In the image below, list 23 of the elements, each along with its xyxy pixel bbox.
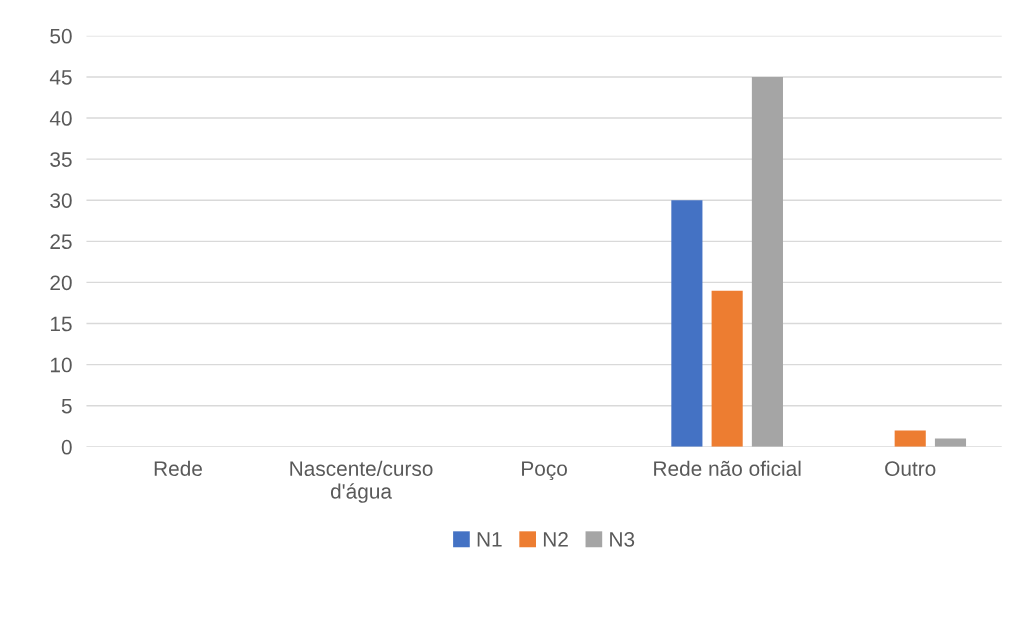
y-tick-label: 25 xyxy=(50,234,72,250)
x-tick-label: Rede não oficial xyxy=(654,460,801,477)
y-tick-label: 35 xyxy=(50,152,72,167)
y-tick-label: 20 xyxy=(50,275,72,291)
y-tick-label: 10 xyxy=(50,357,72,373)
y-tick-label: 40 xyxy=(49,111,72,126)
legend-label: N1 xyxy=(477,532,502,547)
x-tick-label: Nascente/curso d'água xyxy=(290,460,433,503)
bar xyxy=(751,76,783,447)
y-tick-label: 0 xyxy=(61,439,72,455)
bar xyxy=(894,430,926,447)
legend-label: N3 xyxy=(610,531,635,547)
y-tick-label: 45 xyxy=(49,70,72,85)
y-tick-label: 30 xyxy=(50,193,72,208)
y-tick-label: 5 xyxy=(61,398,72,414)
bar xyxy=(711,290,743,447)
x-tick-label: Outro xyxy=(885,461,936,477)
bar xyxy=(671,200,703,447)
y-tick-label: 15 xyxy=(50,316,72,332)
legend-label: N2 xyxy=(543,531,568,547)
x-tick-label: Poço xyxy=(522,461,567,481)
x-tick-label: Rede xyxy=(154,460,202,477)
y-tick-label: 50 xyxy=(50,28,72,44)
